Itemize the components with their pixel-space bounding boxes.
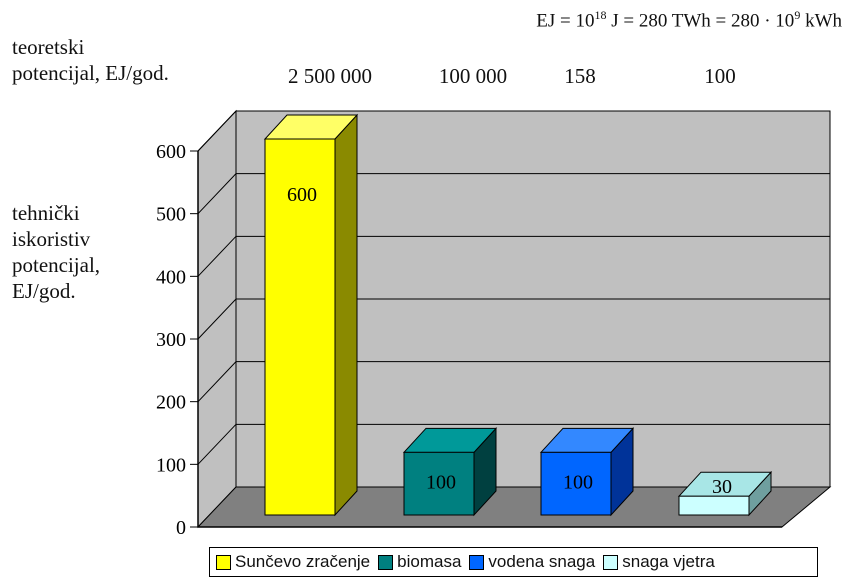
theoretical-value-wind: 100 [704,64,736,88]
theoretical-value-solar: 2 500 000 [288,64,372,88]
data-label: 30 [712,476,732,498]
legend-item: Sunčevo zračenje [216,552,370,572]
y-tick-label: 100 [156,454,186,476]
grid-line [197,423,830,465]
bar [264,138,336,516]
legend-item: snaga vjetra [603,552,715,572]
bar [678,495,750,516]
legend-swatch [378,554,394,570]
legend-swatch [603,554,619,570]
data-label: 600 [287,184,317,206]
legend-swatch [469,554,485,570]
y-tick-label: 300 [156,329,186,351]
legend-item: biomasa [378,552,461,572]
chart-legend: Sunčevo zračenje biomasa vodena snaga snaga… [209,547,818,577]
legend-label: biomasa [397,552,462,571]
legend-label: snaga vjetra [622,552,715,571]
grid-line [197,235,830,277]
y-tick-label: 600 [156,141,186,163]
grid-line [197,298,830,340]
bar [403,451,475,516]
y-tick-label: 0 [176,517,186,539]
grid-line [197,173,830,215]
y-tick-label: 200 [156,392,186,414]
legend-item: vodena snaga [469,552,595,572]
y-tick-label: 400 [156,266,186,288]
theoretical-value-biomass: 100 000 [438,64,508,88]
bar-side [334,113,358,517]
unit-equation: EJ = 1018 J = 280 TWh = 280 · 109 kWh [536,8,842,32]
data-label: 100 [563,471,593,493]
grid-line [197,361,830,403]
legend-swatch [216,554,231,570]
legend-label: vodena snaga [488,552,596,571]
theoretical-value-hydro: 158 [564,64,596,88]
grid-line [197,110,830,152]
y-tick-label: 500 [156,204,186,226]
data-label: 100 [426,471,456,493]
theoretical-potential-label: teoretski potencijal, EJ/god. [12,35,169,85]
technical-potential-label: tehnički iskoristiv potencijal, EJ/god. [12,201,101,303]
legend-label: Sunčevo zračenje [235,552,371,571]
bar [540,451,612,516]
